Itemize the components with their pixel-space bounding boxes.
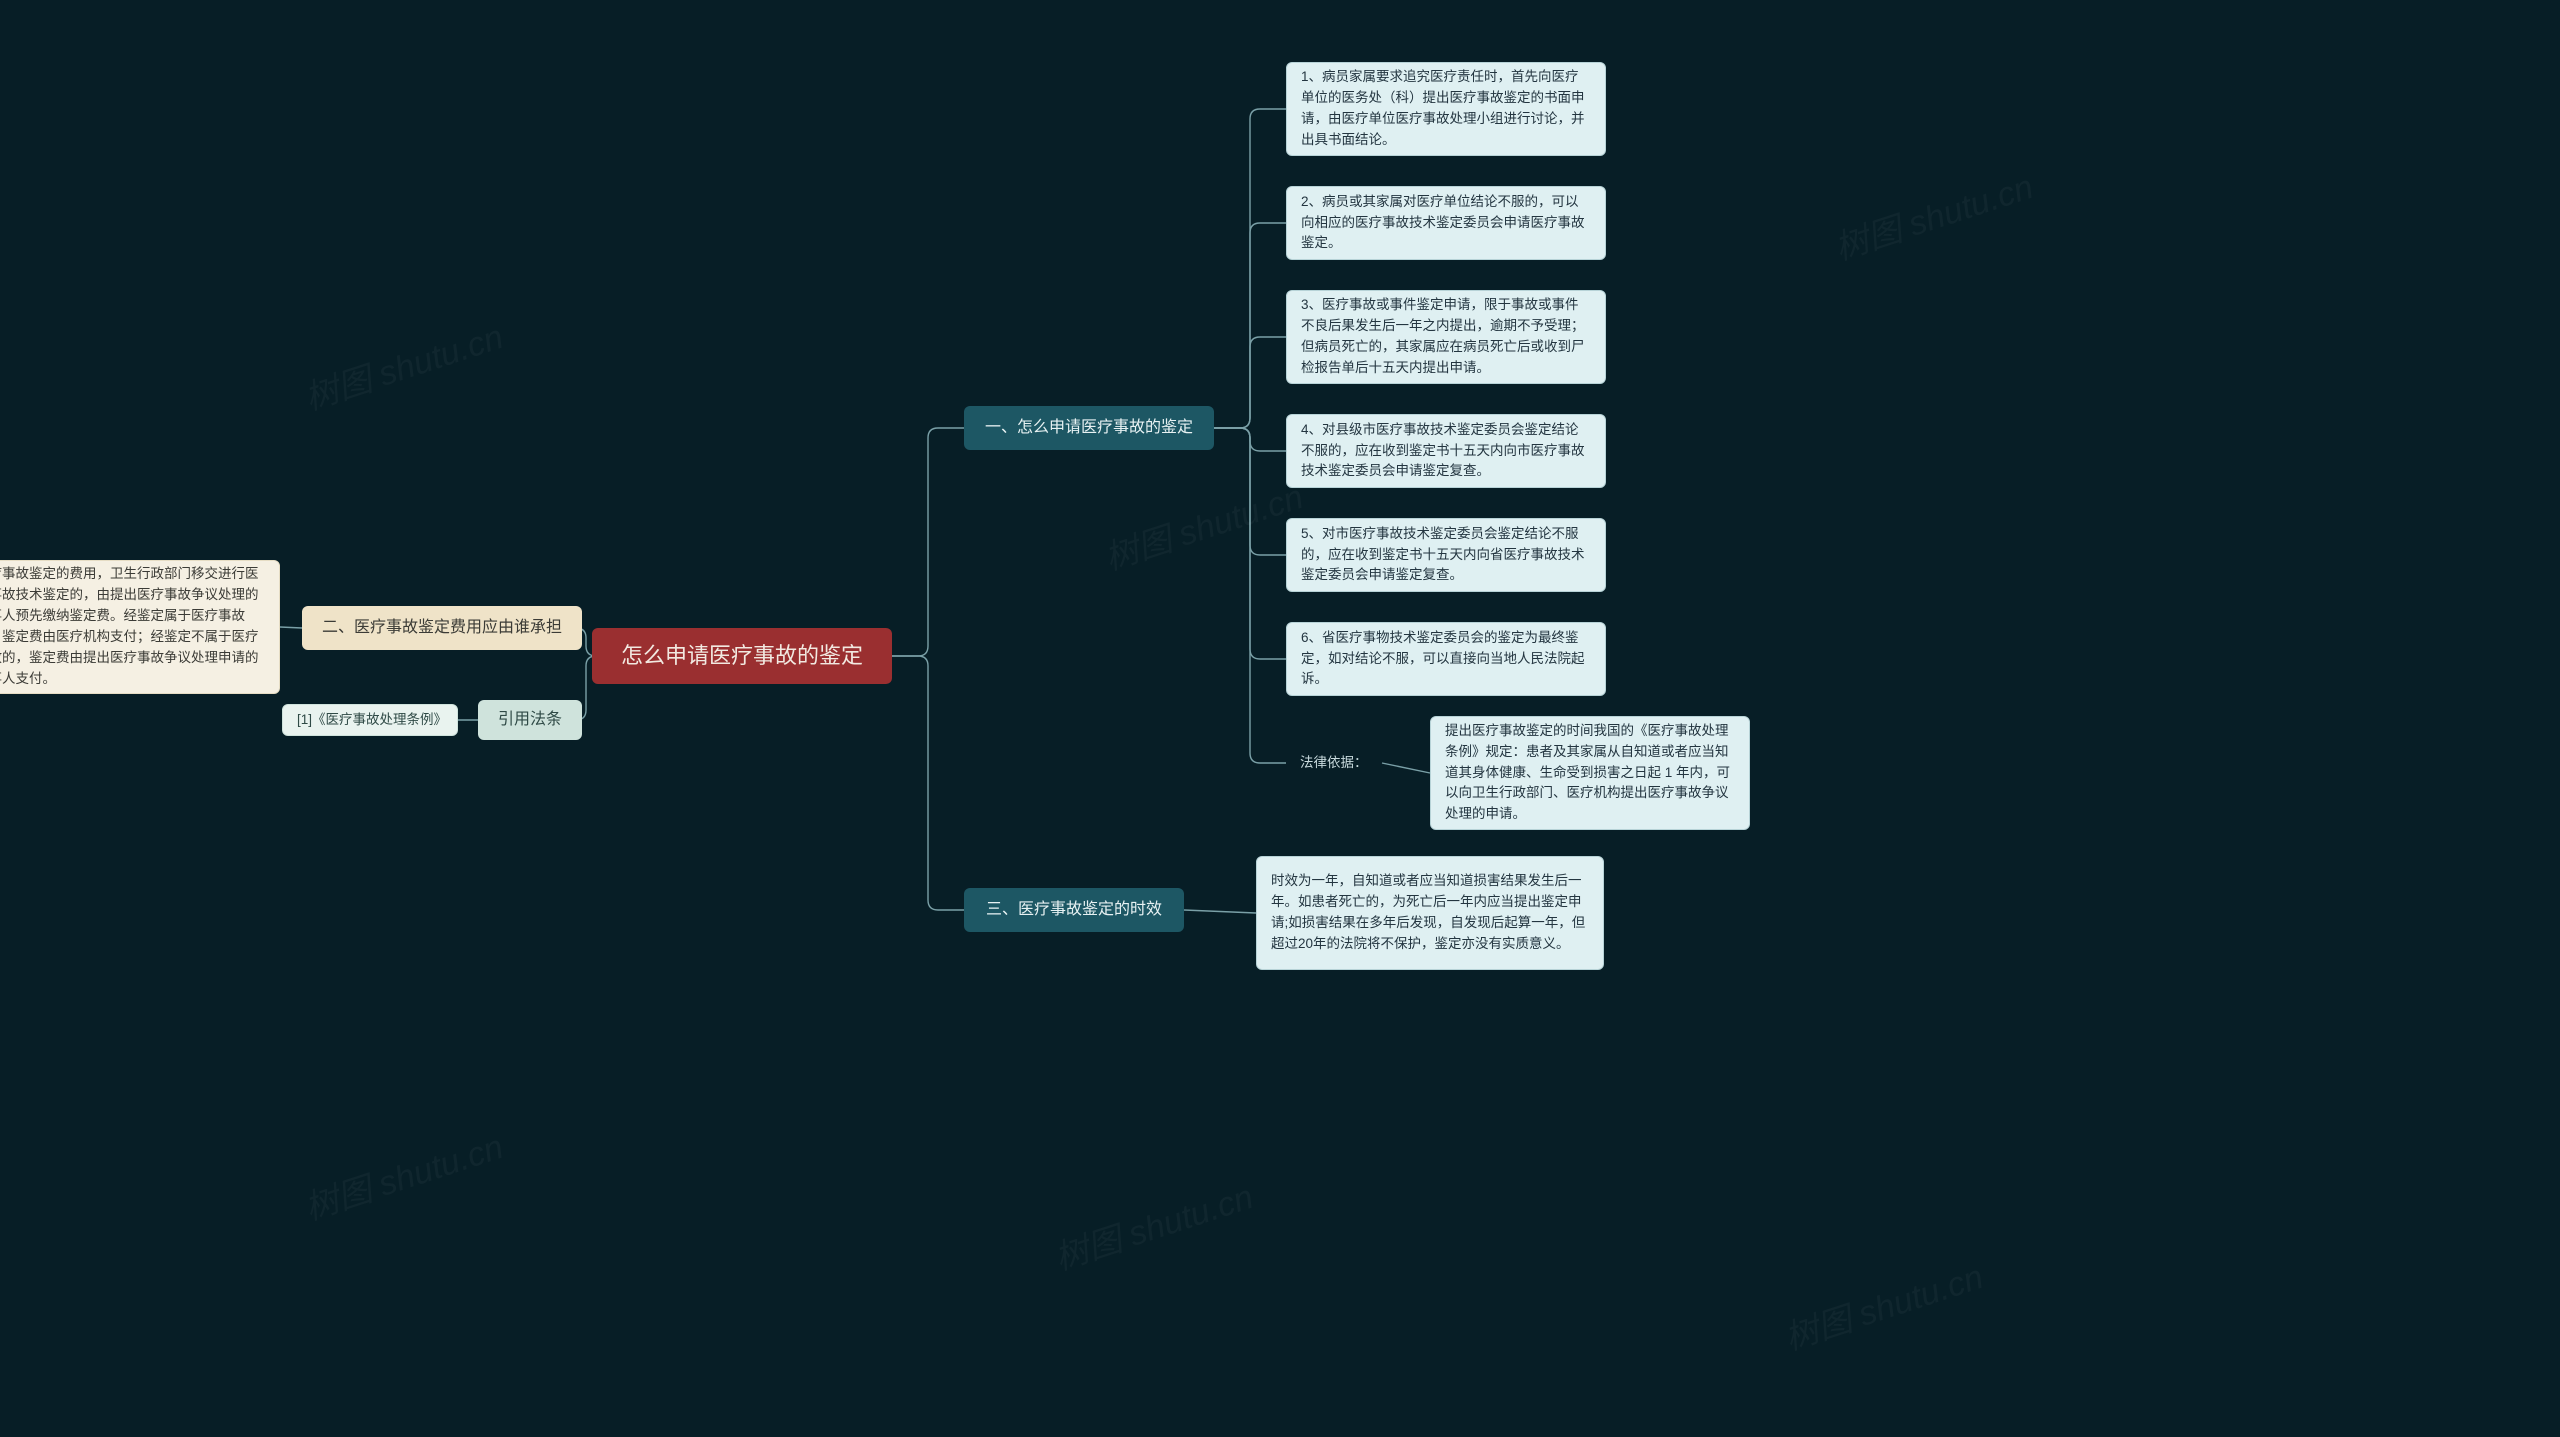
root-node: 怎么申请医疗事故的鉴定 <box>592 628 892 684</box>
leaf-b1-2: 3、医疗事故或事件鉴定申请，限于事故或事件不良后果发生后一年之内提出，逾期不予受… <box>1286 290 1606 384</box>
watermark: 树图 shutu.cn <box>297 1119 508 1229</box>
leaf-b4-0: [1]《医疗事故处理条例》 <box>282 704 458 736</box>
leaf-law-basis-detail: 提出医疗事故鉴定的时间我国的《医疗事故处理条例》规定：患者及其家属从自知道或者应… <box>1430 716 1750 830</box>
leaf-b1-0: 1、病员家属要求追究医疗责任时，首先向医疗单位的医务处（科）提出医疗事故鉴定的书… <box>1286 62 1606 156</box>
leaf-b1-4: 5、对市医疗事故技术鉴定委员会鉴定结论不服的，应在收到鉴定书十五天内向省医疗事故… <box>1286 518 1606 592</box>
branch-b4: 引用法条 <box>478 700 582 740</box>
leaf-b1-5: 6、省医疗事物技术鉴定委员会的鉴定为最终鉴定，如对结论不服，可以直接向当地人民法… <box>1286 622 1606 696</box>
leaf-b1-1: 2、病员或其家属对医疗单位结论不服的，可以向相应的医疗事故技术鉴定委员会申请医疗… <box>1286 186 1606 260</box>
watermark: 树图 shutu.cn <box>1827 159 2038 269</box>
leaf-b2-0: 医疗事故鉴定的费用，卫生行政部门移交进行医疗事故技术鉴定的，由提出医疗事故争议处… <box>0 560 280 694</box>
watermark: 树图 shutu.cn <box>297 309 508 419</box>
watermark: 树图 shutu.cn <box>1047 1169 1258 1279</box>
branch-b2: 二、医疗事故鉴定费用应由谁承担 <box>302 606 582 650</box>
branch-b3: 三、医疗事故鉴定的时效 <box>964 888 1184 932</box>
branch-b1: 一、怎么申请医疗事故的鉴定 <box>964 406 1214 450</box>
subnode-law-basis: 法律依据： <box>1286 748 1382 778</box>
leaf-b1-3: 4、对县级市医疗事故技术鉴定委员会鉴定结论不服的，应在收到鉴定书十五天内向市医疗… <box>1286 414 1606 488</box>
watermark: 树图 shutu.cn <box>1777 1249 1988 1359</box>
leaf-b3-0: 时效为一年，自知道或者应当知道损害结果发生后一年。如患者死亡的，为死亡后一年内应… <box>1256 856 1604 970</box>
watermark: 树图 shutu.cn <box>1097 469 1308 579</box>
